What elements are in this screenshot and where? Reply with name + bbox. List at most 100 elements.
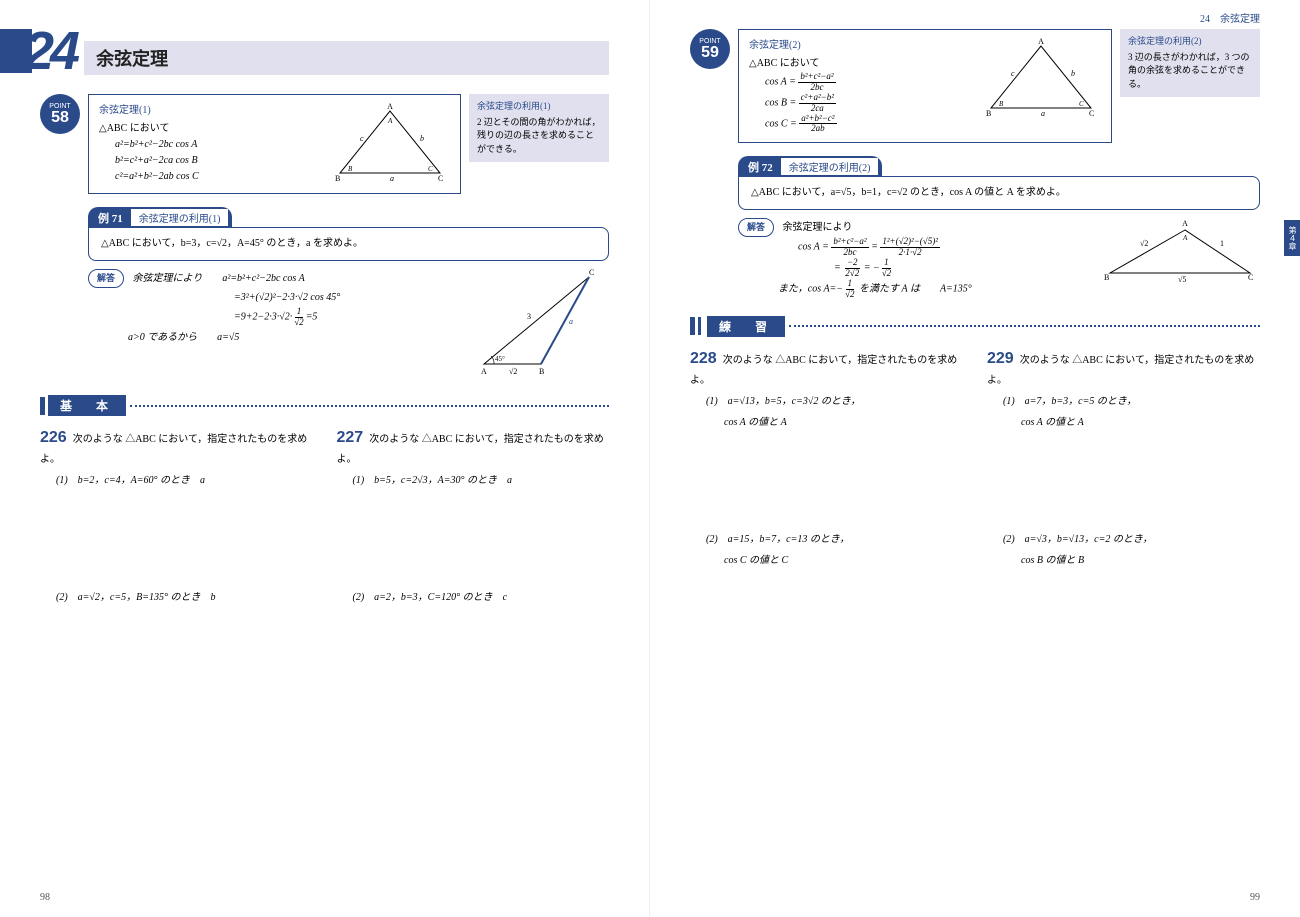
sol72-lead-text: 余弦定理により (783, 222, 853, 233)
svg-text:A: A (387, 103, 393, 111)
svg-text:A: A (1038, 38, 1044, 46)
p226-s1: (1) b=2，c=4，A=60° のとき a (40, 472, 313, 489)
f1: a²=b²+c²−2bc cos A (115, 137, 322, 153)
triangle-59: A B C c b a B C (981, 38, 1101, 118)
triangle-58: A B C c b a A B C (330, 103, 450, 183)
svg-text:B: B (986, 109, 991, 118)
svg-text:C: C (1079, 100, 1084, 108)
point-58-title: 余弦定理(1) (99, 103, 322, 119)
problem-226: 226次のような △ABC において，指定されたものを求めよ。 (1) b=2，… (40, 424, 313, 606)
problem-227: 227次のような △ABC において，指定されたものを求めよ。 (1) b=5，… (337, 424, 610, 606)
chapter-title: 余弦定理 (96, 45, 597, 71)
point-58-badge: POINT 58 (40, 94, 80, 134)
section-basic: 基 本 (40, 395, 609, 416)
svg-text:B: B (539, 367, 544, 376)
note-1: 余弦定理の利用(1) 2 辺とその間の角がわかれば，残りの辺の長さを求めることが… (469, 94, 609, 162)
example-71-tab: 例 71 余弦定理の利用(1) (88, 207, 232, 228)
p226-num: 226 (40, 429, 67, 446)
example-72-box: △ABC において，a=√5，b=1，c=√2 のとき，cos A の値と A … (738, 176, 1260, 210)
svg-text:B: B (348, 165, 353, 173)
example-72-tab: 例 72 余弦定理の利用(2) (738, 156, 882, 177)
p227-stem: 次のような △ABC において，指定されたものを求めよ。 (337, 434, 604, 465)
note-1-body: 2 辺とその間の角がわかれば，残りの辺の長さを求めることができる。 (477, 116, 601, 157)
example-72-label: 余弦定理の利用(2) (781, 158, 879, 175)
svg-text:B: B (999, 100, 1004, 108)
chapter-number: 24 (24, 20, 76, 82)
p229-num: 229 (987, 350, 1014, 367)
svg-text:b: b (420, 134, 424, 143)
note-2-body: 3 辺の長さがわかれば，3 つの角の余弦を求めることができる。 (1128, 51, 1252, 92)
example-71-box: △ABC において，b=3，c=√2，A=45° のとき，a を求めよ。 (88, 227, 609, 261)
point-num: 58 (51, 110, 69, 126)
p229-s1b: cos A の値と A (987, 414, 1260, 431)
sec-basic-label: 基 本 (48, 395, 126, 416)
triangle-72: A B C √2 1 √5 A (1100, 218, 1260, 288)
svg-text:A: A (481, 367, 487, 376)
chapter-header: 24 余弦定理 (0, 20, 609, 82)
sol-l1: 余弦定理により a²=b²+c²−2bc cos A (133, 273, 305, 284)
point-59-line0: △ABC において (749, 56, 973, 72)
svg-text:√2: √2 (1140, 239, 1148, 248)
svg-text:C: C (1248, 273, 1253, 282)
point-59-formulas: cos A = b²+c²−a²2bc cos B = c²+a²−b²2ca … (749, 72, 973, 134)
point-59-row: POINT 59 余弦定理(2) △ABC において cos A = b²+c²… (690, 29, 1260, 143)
point-59-box: 余弦定理(2) △ABC において cos A = b²+c²−a²2bc co… (738, 29, 1112, 143)
solution-72-content: 解答 余弦定理により cos A = b²+c²−a²2bc = 1²+(√2)… (738, 218, 1088, 299)
problems-practice: 228次のような △ABC において，指定されたものを求めよ。 (1) a=√1… (690, 345, 1260, 569)
svg-text:C: C (589, 269, 594, 277)
sec-practice-label: 練 習 (707, 316, 785, 337)
svg-text:√2: √2 (509, 367, 517, 376)
p228-s1b: cos A の値と A (690, 414, 963, 431)
sol-l2: =3²+(√2)²−2·3·√2 cos 45° (88, 288, 457, 307)
solution-71: 解答 余弦定理により a²=b²+c²−2bc cos A =3²+(√2)²−… (88, 269, 609, 379)
point-58-content: 余弦定理(1) △ABC において a²=b²+c²−2bc cos A b²=… (99, 103, 322, 185)
note-1-title: 余弦定理の利用(1) (477, 100, 601, 114)
point-58-box: 余弦定理(1) △ABC において a²=b²+c²−2bc cos A b²=… (88, 94, 461, 194)
page-98: 24 余弦定理 POINT 58 余弦定理(1) △ABC において a²=b²… (0, 0, 650, 917)
sol-line1: 解答 余弦定理により a²=b²+c²−2bc cos A (88, 269, 457, 288)
triangle-71: A B C 45° √2 3 a (469, 269, 609, 379)
svg-text:b: b (1071, 69, 1075, 78)
point-58-formulas: a²=b²+c²−2bc cos A b²=c²+a²−2ca cos B c²… (99, 137, 322, 185)
p228-s1: (1) a=√13，b=5，c=3√2 のとき， (690, 393, 963, 410)
solution-badge: 解答 (88, 269, 124, 288)
sol72-lead: 解答 余弦定理により (738, 218, 1088, 237)
p229-s2: (2) a=√3，b=√13，c=2 のとき， (987, 531, 1260, 548)
p228-s2b: cos C の値と C (690, 552, 963, 569)
point-59-title: 余弦定理(2) (749, 38, 973, 54)
note-2: 余弦定理の利用(2) 3 辺の長さがわかれば，3 つの角の余弦を求めることができ… (1120, 29, 1260, 97)
p228-stem: 次のような △ABC において，指定されたものを求めよ。 (690, 355, 957, 386)
page-number-left: 98 (40, 892, 50, 903)
svg-text:√5: √5 (1178, 275, 1186, 284)
svg-text:B: B (335, 174, 340, 183)
sol72-eq2: = −22√2 = −1√2 (738, 258, 1088, 279)
svg-text:A: A (1182, 219, 1188, 228)
svg-text:A: A (387, 117, 393, 125)
example-72: 例 72 余弦定理の利用(2) △ABC において，a=√5，b=1，c=√2 … (738, 155, 1260, 210)
point-58-line0: △ABC において (99, 121, 322, 137)
problem-228: 228次のような △ABC において，指定されたものを求めよ。 (1) a=√1… (690, 345, 963, 569)
solution-71-content: 解答 余弦定理により a²=b²+c²−2bc cos A =3²+(√2)²−… (88, 269, 457, 379)
example-71-label: 余弦定理の利用(1) (131, 209, 229, 226)
svg-text:B: B (1104, 273, 1109, 282)
chapter-title-bar: 余弦定理 (84, 41, 609, 75)
page-99: 24 余弦定理 POINT 59 余弦定理(2) △ABC において cos A… (650, 0, 1300, 917)
page-number-right: 99 (1250, 892, 1260, 903)
f2: b²=c²+a²−2ca cos B (115, 153, 322, 169)
svg-text:a: a (390, 174, 394, 183)
svg-text:A: A (1182, 234, 1188, 242)
svg-text:C: C (1089, 109, 1094, 118)
f3: c²=a²+b²−2ab cos C (115, 169, 322, 185)
svg-text:a: a (1041, 109, 1045, 118)
p226-stem: 次のような △ABC において，指定されたものを求めよ。 (40, 434, 307, 465)
problems-basic: 226次のような △ABC において，指定されたものを求めよ。 (1) b=2，… (40, 424, 609, 606)
header-right: 24 余弦定理 (690, 10, 1260, 25)
section-practice: 練 習 (690, 316, 1260, 337)
svg-text:a: a (569, 317, 573, 326)
p227-s1: (1) b=5，c=2√3，A=30° のとき a (337, 472, 610, 489)
point-59-badge: POINT 59 (690, 29, 730, 69)
sol72-l4: また，cos A=−1√2 を満たす A は A=135° (738, 279, 1088, 300)
example-72-num: 例 72 (748, 159, 773, 175)
p229-s1: (1) a=7，b=3，c=5 のとき， (987, 393, 1260, 410)
p229-s2b: cos B の値と B (987, 552, 1260, 569)
